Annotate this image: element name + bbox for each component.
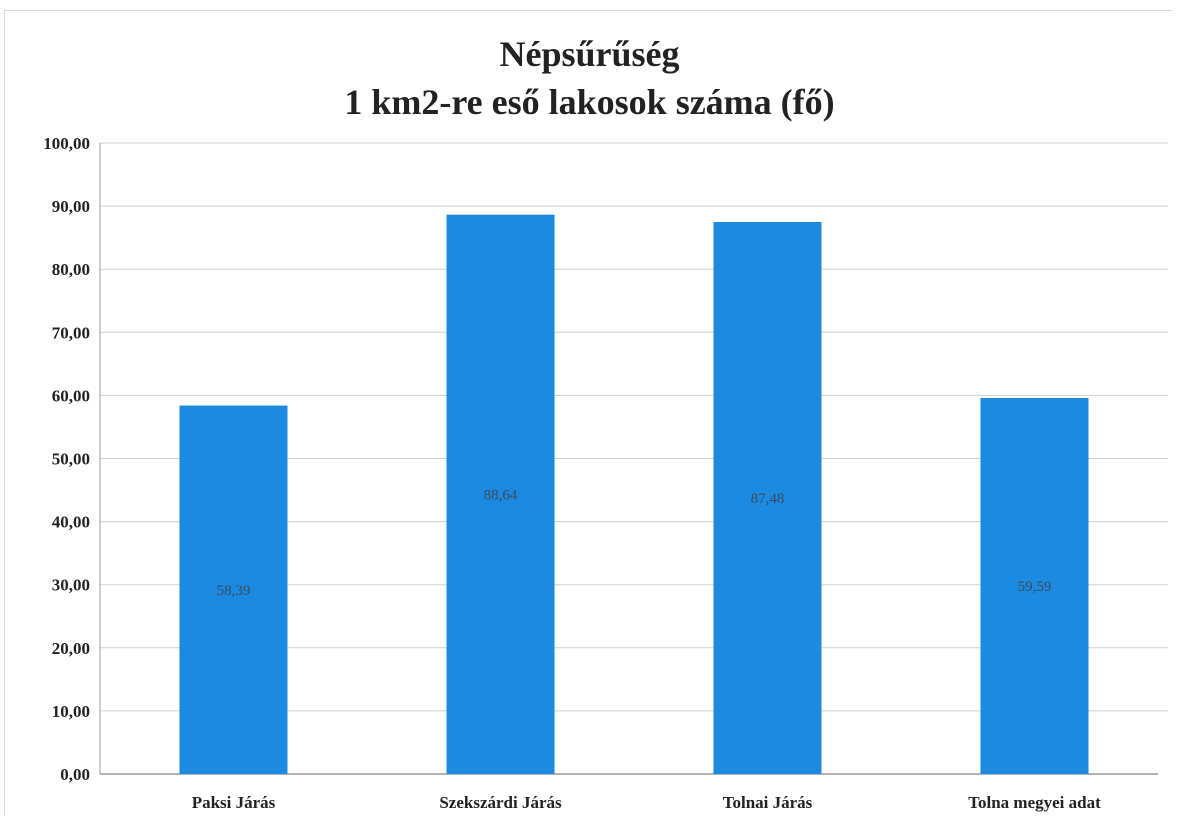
bar [179,405,288,774]
y-tick-label: 40,00 [52,513,90,532]
x-category-label: Paksi Járás [192,793,276,812]
data-label: 88,64 [484,487,518,503]
bar [713,222,822,774]
chart-frame [4,10,1172,816]
x-category-label: Tolna megyei adat [968,793,1101,812]
x-category-label: Tolnai Járás [723,793,813,812]
y-tick-label: 100,00 [43,134,90,153]
data-label: 58,39 [217,583,251,599]
y-tick-label: 90,00 [52,197,90,216]
y-tick-label: 80,00 [52,260,90,279]
y-tick-label: 0,00 [60,765,90,784]
labels: 0,00 10,00 20,00 30,00 40,00 50,00 60,00 70,00 8… [43,134,1101,812]
chart-title: Népsűrűség 1 km2-re eső lakosok száma (f… [0,30,1179,126]
chart-title-line1: Népsűrűség [499,34,680,74]
chart-subtitle: 1 km2-re eső lakosok száma (fő) [344,82,835,122]
y-tick-label: 30,00 [52,576,90,595]
y-tick-label: 60,00 [52,386,90,405]
y-tick-label: 10,00 [52,702,90,721]
y-tick-label: 50,00 [52,450,90,469]
y-tick-label: 20,00 [52,639,90,658]
gridlines [99,142,1168,775]
data-label: 87,48 [751,491,785,507]
bars [179,214,1089,775]
data-label: 59,59 [1018,579,1052,595]
x-category-label: Szekszárdi Járás [439,793,562,812]
bar [980,397,1089,774]
bar [446,214,555,775]
y-tick-label: 70,00 [52,323,90,342]
